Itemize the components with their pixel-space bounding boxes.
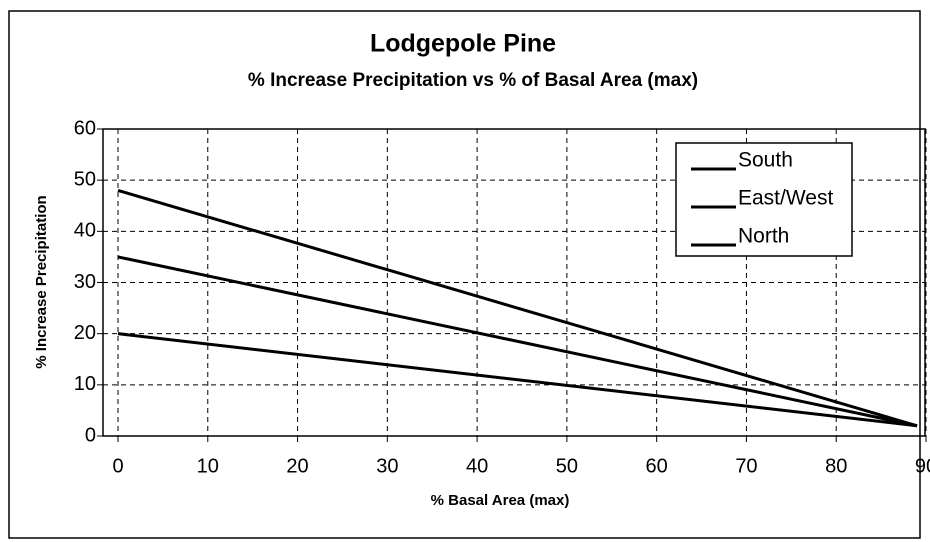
legend-label: North bbox=[738, 225, 789, 248]
legend-label: East/West bbox=[738, 187, 833, 210]
x-tick-label: 10 bbox=[197, 455, 219, 477]
y-tick-label: 30 bbox=[74, 271, 96, 293]
y-tick-label: 50 bbox=[74, 168, 96, 190]
x-axis-label: % Basal Area (max) bbox=[431, 492, 570, 509]
chart-title: Lodgepole Pine bbox=[370, 30, 556, 58]
y-tick-label: 10 bbox=[74, 373, 96, 395]
chart-subtitle: % Increase Precipitation vs % of Basal A… bbox=[248, 70, 698, 91]
legend-box bbox=[675, 142, 853, 257]
series-line bbox=[117, 255, 918, 428]
y-axis-label: % Increase Precipitation bbox=[33, 195, 50, 368]
x-tick-label: 0 bbox=[112, 455, 123, 477]
y-tick-label: 20 bbox=[74, 322, 96, 344]
x-tick-label: 50 bbox=[556, 455, 578, 477]
series-line bbox=[117, 188, 918, 428]
x-tick-label: 20 bbox=[286, 455, 308, 477]
x-tick-label: 40 bbox=[466, 455, 488, 477]
x-tick-label: 80 bbox=[825, 455, 847, 477]
series-line bbox=[117, 332, 918, 428]
y-tick-label: 40 bbox=[74, 220, 96, 242]
y-tick-label: 0 bbox=[85, 424, 96, 446]
chart-frame bbox=[8, 10, 921, 539]
x-tick-label: 30 bbox=[376, 455, 398, 477]
x-tick-label: 90 bbox=[915, 455, 930, 477]
y-tick-label: 60 bbox=[74, 117, 96, 139]
x-tick-label: 70 bbox=[735, 455, 757, 477]
legend-label: South bbox=[738, 149, 793, 172]
x-tick-label: 60 bbox=[646, 455, 668, 477]
